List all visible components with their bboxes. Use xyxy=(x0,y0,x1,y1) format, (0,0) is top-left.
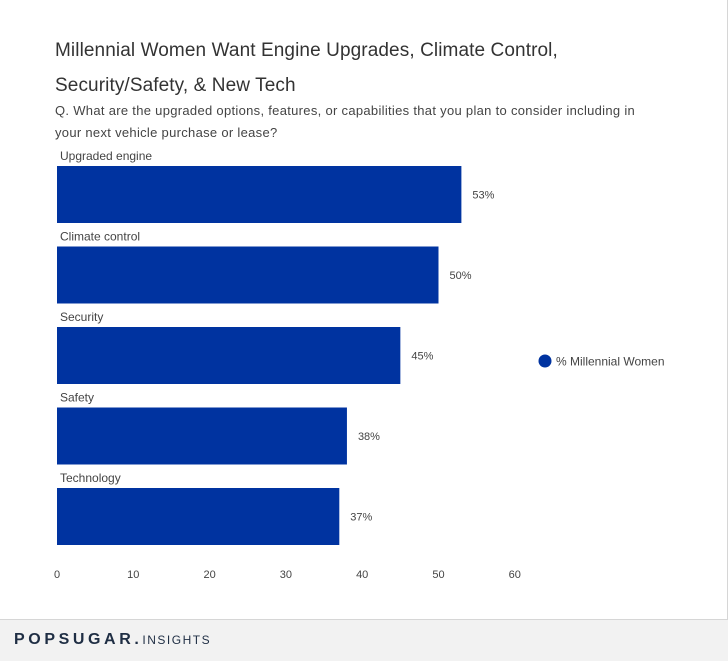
chart-title-line-1: Millennial Women Want Engine Upgrades, C… xyxy=(55,40,558,61)
x-tick-label: 50 xyxy=(432,569,444,581)
x-tick-label: 10 xyxy=(127,569,139,581)
chart-title-line-2: Security/Safety, & New Tech xyxy=(55,75,296,96)
category-label: Climate control xyxy=(60,230,140,244)
bar xyxy=(57,166,462,223)
brand-wordmark: POPSUGAR. xyxy=(14,631,143,648)
brand-subtitle: INSIGHTS xyxy=(142,633,212,647)
x-tick-label: 30 xyxy=(280,569,292,581)
data-label: 45% xyxy=(411,351,433,363)
bar xyxy=(57,327,401,384)
x-tick-label: 0 xyxy=(54,569,60,581)
bar xyxy=(57,407,347,465)
chart-subtitle-line-1: Q. What are the upgraded options, featur… xyxy=(55,103,636,118)
chart-card: Millennial Women Want Engine Upgrades, C… xyxy=(0,0,728,620)
data-label: 37% xyxy=(350,512,372,524)
legend-marker xyxy=(538,354,552,368)
x-tick-label: 40 xyxy=(356,569,368,581)
footer-logo: POPSUGAR.INSIGHTS xyxy=(14,631,211,649)
x-tick-label: 60 xyxy=(509,569,521,581)
chart-subtitle-line-2: your next vehicle purchase or lease? xyxy=(55,125,278,140)
data-label: 53% xyxy=(472,190,494,202)
bar xyxy=(57,246,439,304)
bar xyxy=(57,488,340,545)
legend-label: % Millennial Women xyxy=(556,355,665,369)
category-label: Upgraded engine xyxy=(60,149,152,163)
x-tick-label: 20 xyxy=(203,569,215,581)
bar-chart: Upgraded engine 53% Climate control 50% Secu… xyxy=(54,149,665,581)
data-label: 50% xyxy=(450,270,472,282)
data-label: 38% xyxy=(358,431,380,443)
category-label: Safety xyxy=(60,391,94,405)
category-label: Security xyxy=(60,310,103,324)
category-label: Technology xyxy=(60,471,121,485)
